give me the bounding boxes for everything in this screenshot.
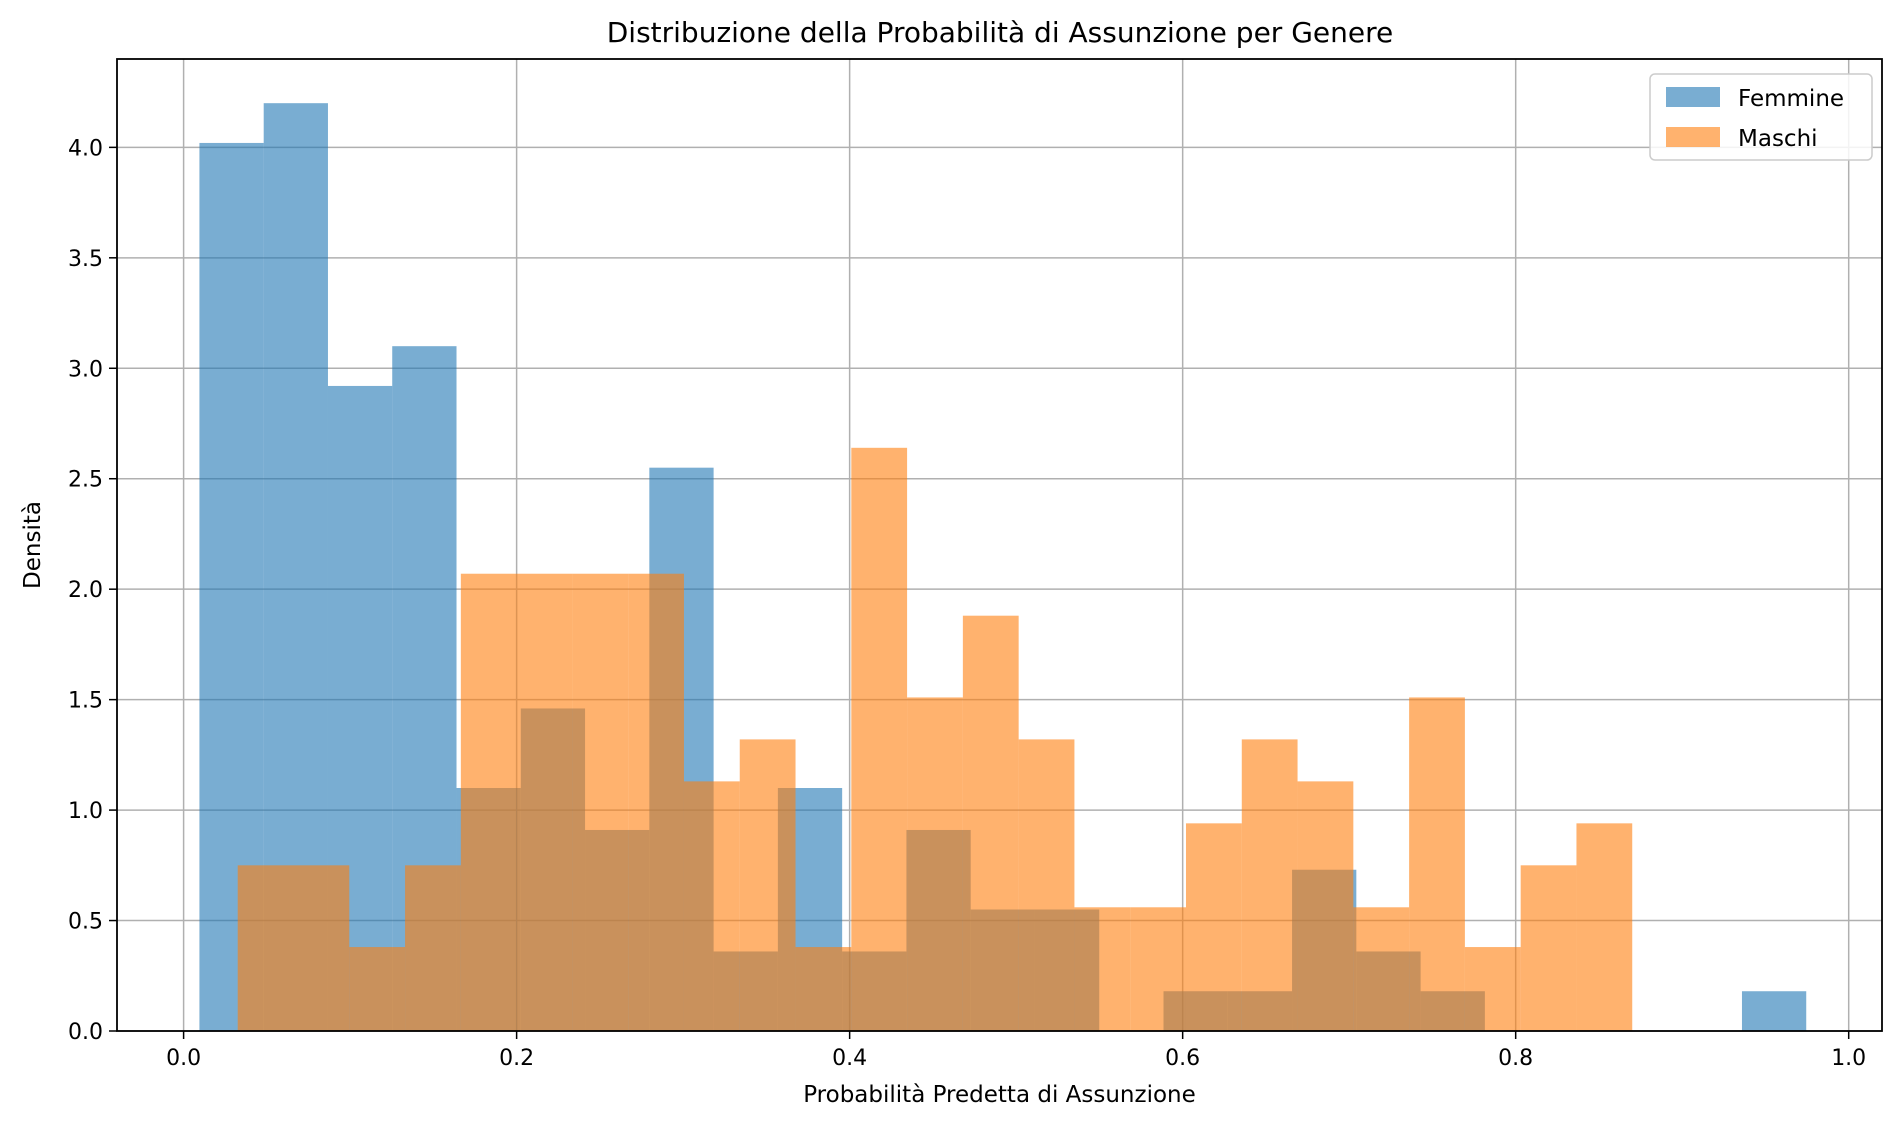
histogram-bar bbox=[460, 573, 517, 1031]
histogram-bar bbox=[1018, 739, 1075, 1031]
y-tick-label: 0.0 bbox=[68, 1020, 103, 1045]
histogram-bar bbox=[237, 865, 294, 1031]
histogram-bar bbox=[1074, 907, 1131, 1031]
histogram-bar bbox=[628, 573, 684, 1031]
histogram-bar bbox=[962, 615, 1019, 1031]
bars-layer bbox=[199, 103, 1807, 1032]
histogram-bar bbox=[907, 697, 963, 1031]
y-tick-label: 2.0 bbox=[68, 578, 103, 603]
histogram-bar bbox=[1241, 739, 1298, 1031]
y-tick-label: 4.0 bbox=[68, 136, 103, 161]
y-tick-label: 3.0 bbox=[68, 357, 103, 382]
x-tick-label: 1.0 bbox=[1831, 1046, 1866, 1071]
histogram-bar bbox=[1741, 991, 1807, 1031]
histogram-bar bbox=[795, 947, 852, 1031]
x-tick-label: 0.2 bbox=[499, 1046, 534, 1071]
histogram-bar bbox=[1520, 865, 1577, 1031]
histogram-bar bbox=[1576, 823, 1633, 1031]
plot-frame bbox=[116, 58, 1883, 1032]
legend: Femmine Maschi bbox=[1649, 73, 1873, 161]
legend-swatch bbox=[1666, 127, 1720, 147]
histogram-bar bbox=[1353, 907, 1410, 1031]
histogram-bar bbox=[572, 573, 629, 1031]
legend-swatch bbox=[1666, 87, 1720, 107]
x-tick-label: 0.8 bbox=[1498, 1046, 1533, 1071]
histogram-bar bbox=[516, 573, 573, 1031]
legend-label: Maschi bbox=[1738, 126, 1818, 152]
histogram-bar bbox=[1185, 823, 1242, 1031]
histogram-bar bbox=[349, 947, 406, 1031]
series-maschi bbox=[237, 447, 1633, 1031]
x-tick-label: 0.6 bbox=[1165, 1046, 1200, 1071]
histogram-bar bbox=[683, 781, 740, 1031]
y-tick-label: 1.5 bbox=[68, 689, 103, 714]
histogram-bar bbox=[1130, 907, 1186, 1031]
y-tick-label: 2.5 bbox=[68, 468, 103, 493]
histogram-bar bbox=[293, 865, 350, 1031]
x-tick-label: 0.4 bbox=[832, 1046, 867, 1071]
y-tick-label: 0.5 bbox=[68, 910, 103, 935]
y-tick-label: 1.0 bbox=[68, 799, 103, 824]
ticks-layer: 0.0 0.2 0.4 0.6 0.8 1.0 0.0 0.5 1.0 1.5 2.0 2.5 3.0 3… bbox=[68, 136, 1866, 1071]
legend-label: Femmine bbox=[1738, 86, 1844, 112]
x-tick-label: 0.0 bbox=[166, 1046, 201, 1071]
histogram-bar bbox=[1464, 947, 1521, 1031]
chart-title: Distribuzione della Probabilità di Assun… bbox=[607, 16, 1394, 49]
histogram-bar bbox=[1297, 781, 1354, 1031]
histogram-bar bbox=[739, 739, 796, 1031]
histogram-bar bbox=[405, 865, 461, 1031]
histogram-bar bbox=[1409, 697, 1465, 1031]
histogram-bar bbox=[851, 447, 908, 1031]
y-axis-label: Densità bbox=[20, 501, 46, 589]
y-tick-label: 3.5 bbox=[68, 247, 103, 272]
x-axis-label: Probabilità Predetta di Assunzione bbox=[803, 1082, 1196, 1108]
